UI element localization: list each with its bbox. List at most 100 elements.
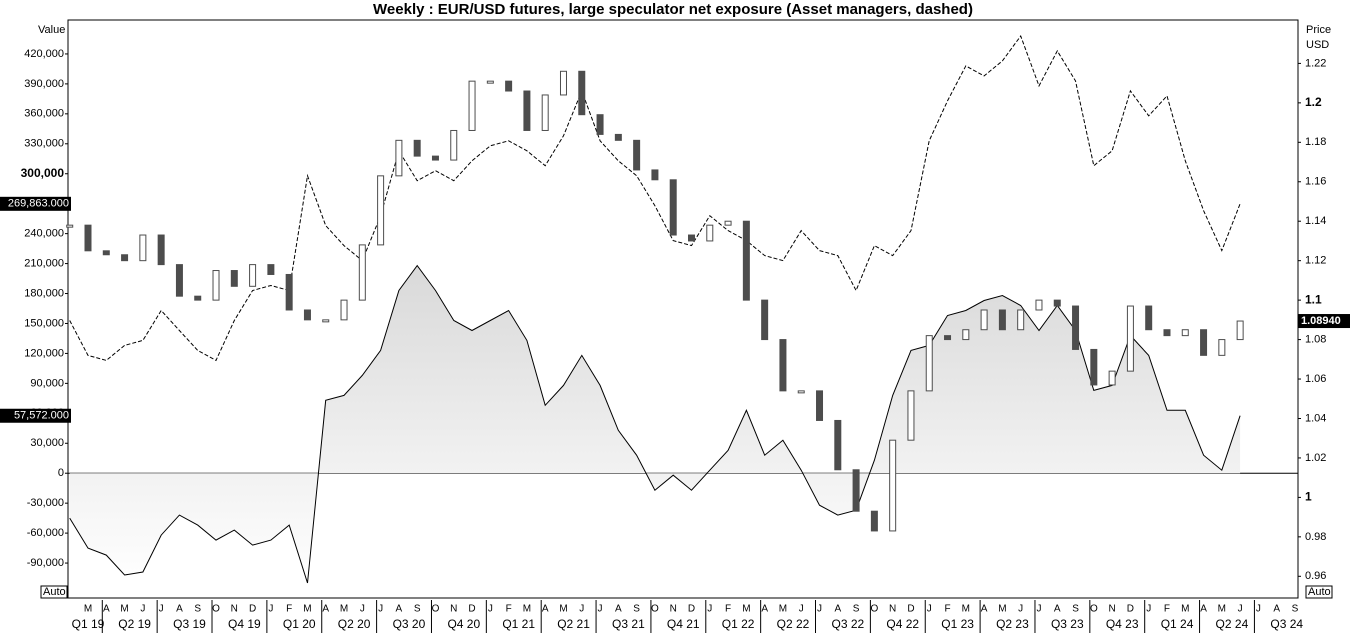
month-label: J <box>579 604 584 615</box>
price-candle <box>486 80 494 84</box>
quarter-label: Q3 19 <box>173 617 206 631</box>
auto-label[interactable]: Auto <box>1308 586 1331 598</box>
quarter-label: Q2 20 <box>338 617 371 631</box>
month-label: A <box>834 604 841 615</box>
month-label: J <box>1238 604 1243 615</box>
month-label: J <box>378 604 383 615</box>
quarter-label: Q3 22 <box>832 617 865 631</box>
month-label: D <box>468 604 475 615</box>
y2-tick-label: 1.02 <box>1305 452 1326 464</box>
y2-axis-label: Price <box>1306 24 1331 36</box>
price-candle <box>578 70 586 116</box>
y-tick-label: 240,000 <box>24 228 64 240</box>
price-candle <box>1200 329 1208 356</box>
quarter-label: Q3 23 <box>1051 617 1084 631</box>
quarter-label: Q1 23 <box>941 617 974 631</box>
price-candle <box>468 80 476 131</box>
price-candle <box>724 220 732 226</box>
price-candle <box>907 390 915 441</box>
price-candle <box>944 335 952 341</box>
price-candle <box>1017 309 1025 331</box>
price-candle <box>614 133 622 141</box>
last-value-label: 269,863.000 <box>8 198 69 210</box>
month-label: S <box>1072 604 1079 615</box>
y-tick-label: 330,000 <box>24 138 64 150</box>
price-candle <box>925 335 933 392</box>
y-tick-label: -90,000 <box>27 557 64 569</box>
month-label: J <box>598 604 603 615</box>
month-label: F <box>286 604 292 615</box>
price-candle <box>212 270 220 301</box>
month-label: A <box>981 604 988 615</box>
price-candle <box>633 139 641 171</box>
y-tick-label: 120,000 <box>24 347 64 359</box>
month-label: A <box>1054 604 1061 615</box>
month-label: D <box>907 604 914 615</box>
price-candle <box>1035 299 1043 311</box>
y-tick-label: 180,000 <box>24 287 64 299</box>
month-label: D <box>1127 604 1134 615</box>
price-candle <box>962 329 970 341</box>
quarter-label: Q4 22 <box>886 617 919 631</box>
month-label: M <box>962 604 970 615</box>
month-label: F <box>725 604 731 615</box>
month-label: J <box>360 604 365 615</box>
quarter-label: Q2 23 <box>996 617 1029 631</box>
y-tick-label: 420,000 <box>24 48 64 60</box>
month-label: M <box>1218 604 1226 615</box>
y-tick-label: 150,000 <box>24 317 64 329</box>
price-candle <box>1072 305 1080 350</box>
month-label: A <box>103 604 110 615</box>
month-label: S <box>414 604 421 615</box>
quarter-label: Q4 21 <box>667 617 700 631</box>
month-label: J <box>817 604 822 615</box>
month-label: N <box>670 604 677 615</box>
month-label: A <box>1273 604 1280 615</box>
y2-tick-label: 1.1 <box>1305 292 1322 306</box>
area <box>69 265 1241 583</box>
quarter-label: Q1 21 <box>502 617 535 631</box>
price-candle <box>303 309 311 321</box>
quarter-label: Q2 22 <box>777 617 810 631</box>
price-candle <box>267 264 275 275</box>
month-label: M <box>998 604 1006 615</box>
price-candle <box>121 254 129 262</box>
last-price-label: 1.08940 <box>1301 315 1341 327</box>
month-label: M <box>303 604 311 615</box>
month-label: J <box>268 604 273 615</box>
month-label: O <box>1090 604 1098 615</box>
month-label: N <box>231 604 238 615</box>
auto-label[interactable]: Auto <box>43 586 66 598</box>
month-label: A <box>322 604 329 615</box>
month-label: A <box>1200 604 1207 615</box>
y2-axis-label: USD <box>1306 39 1329 51</box>
y2-tick-label: 1.04 <box>1305 412 1326 424</box>
auto-box[interactable] <box>40 585 68 599</box>
price-candle <box>431 155 439 161</box>
price-candle <box>852 469 860 512</box>
price-candle <box>816 390 824 421</box>
auto-box[interactable] <box>1305 585 1333 599</box>
y2-tick-label: 1 <box>1305 490 1312 504</box>
y-tick-label: 360,000 <box>24 108 64 120</box>
price-candle <box>688 234 695 242</box>
price-candle <box>358 244 366 301</box>
month-label: M <box>1181 604 1189 615</box>
month-label: N <box>889 604 896 615</box>
quarter-label: Q4 19 <box>228 617 261 631</box>
month-label: J <box>488 604 493 615</box>
month-label: N <box>450 604 457 615</box>
month-label: A <box>615 604 622 615</box>
price-candle <box>998 309 1006 331</box>
price-candle <box>761 299 769 341</box>
price-candle <box>505 80 513 92</box>
month-label: M <box>742 604 750 615</box>
quarter-label: Q4 23 <box>1106 617 1139 631</box>
price-candle <box>1053 299 1061 307</box>
price-candle <box>1090 348 1098 386</box>
price-candle <box>194 295 202 301</box>
chart-title: Weekly : EUR/USD futures, large speculat… <box>373 1 973 18</box>
price-candle <box>450 129 458 161</box>
month-label: J <box>1256 604 1261 615</box>
y2-tick-label: 0.98 <box>1305 531 1326 543</box>
